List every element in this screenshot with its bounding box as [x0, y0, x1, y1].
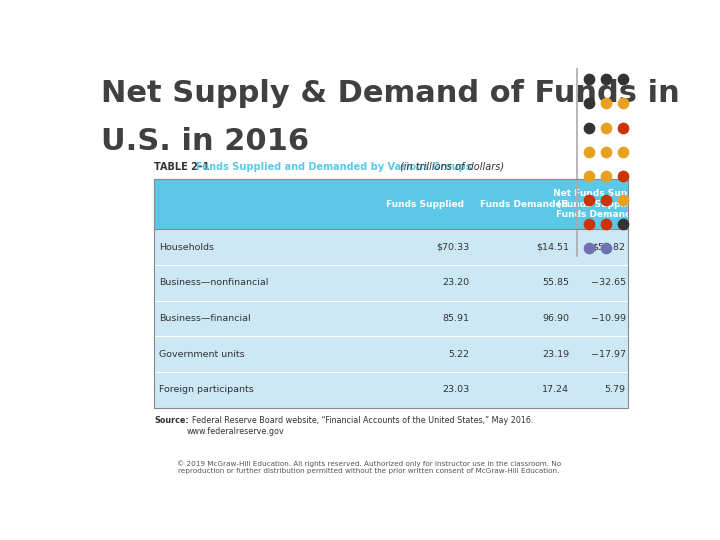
Text: © 2019 McGraw-Hill Education. All rights reserved. Authorized only for instructo: © 2019 McGraw-Hill Education. All rights…: [177, 461, 561, 474]
Text: Funds Supplied and Demanded by Various Groups: Funds Supplied and Demanded by Various G…: [196, 161, 475, 172]
Text: 85.91: 85.91: [443, 314, 469, 323]
Point: [584, 244, 595, 253]
Text: −17.97: −17.97: [590, 350, 626, 359]
Text: Business—nonfinancial: Business—nonfinancial: [158, 279, 268, 287]
Point: [600, 147, 612, 156]
Point: [584, 195, 595, 204]
Point: [584, 172, 595, 180]
Text: TABLE 2–1: TABLE 2–1: [154, 161, 210, 172]
Text: Source:: Source:: [154, 416, 189, 425]
Text: 55.85: 55.85: [542, 279, 570, 287]
Point: [617, 195, 629, 204]
Point: [617, 172, 629, 180]
Point: [617, 147, 629, 156]
Point: [617, 99, 629, 108]
Point: [600, 99, 612, 108]
Point: [600, 244, 612, 253]
Point: [600, 195, 612, 204]
Point: [617, 123, 629, 132]
Point: [584, 99, 595, 108]
FancyBboxPatch shape: [154, 179, 629, 230]
Text: 23.20: 23.20: [443, 279, 469, 287]
Text: Business—financial: Business—financial: [158, 314, 251, 323]
Point: [617, 75, 629, 84]
Text: 17.24: 17.24: [542, 386, 570, 395]
FancyBboxPatch shape: [154, 230, 629, 408]
Text: 23.19: 23.19: [542, 350, 570, 359]
Text: (in trillions of dollars): (in trillions of dollars): [400, 161, 504, 172]
Text: −10.99: −10.99: [590, 314, 626, 323]
Point: [600, 123, 612, 132]
Text: Government units: Government units: [158, 350, 244, 359]
Text: Foreign participants: Foreign participants: [158, 386, 253, 395]
Text: 96.90: 96.90: [542, 314, 570, 323]
Text: Funds Supplied: Funds Supplied: [385, 200, 464, 209]
Point: [600, 172, 612, 180]
Point: [584, 220, 595, 228]
Text: Funds Demanded: Funds Demanded: [480, 200, 568, 209]
Text: U.S. in 2016: U.S. in 2016: [101, 127, 310, 156]
Point: [600, 75, 612, 84]
Text: 23.03: 23.03: [442, 386, 469, 395]
Text: 5.22: 5.22: [449, 350, 469, 359]
Point: [600, 220, 612, 228]
Point: [584, 123, 595, 132]
Text: −32.65: −32.65: [590, 279, 626, 287]
Text: $55.82: $55.82: [593, 243, 626, 252]
Text: Federal Reserve Board website, “Financial Accounts of the United States,” May 20: Federal Reserve Board website, “Financia…: [186, 416, 533, 436]
Text: Net Supply & Demand of Funds in: Net Supply & Demand of Funds in: [101, 79, 680, 109]
Point: [584, 147, 595, 156]
Point: [584, 75, 595, 84]
Text: $14.51: $14.51: [536, 243, 570, 252]
Text: Net Funds Supplied
(Funds Supplied—
Funds Demanded): Net Funds Supplied (Funds Supplied— Fund…: [553, 190, 652, 219]
Text: Households: Households: [158, 243, 214, 252]
Point: [617, 220, 629, 228]
Text: 5.79: 5.79: [605, 386, 626, 395]
Text: $70.33: $70.33: [436, 243, 469, 252]
